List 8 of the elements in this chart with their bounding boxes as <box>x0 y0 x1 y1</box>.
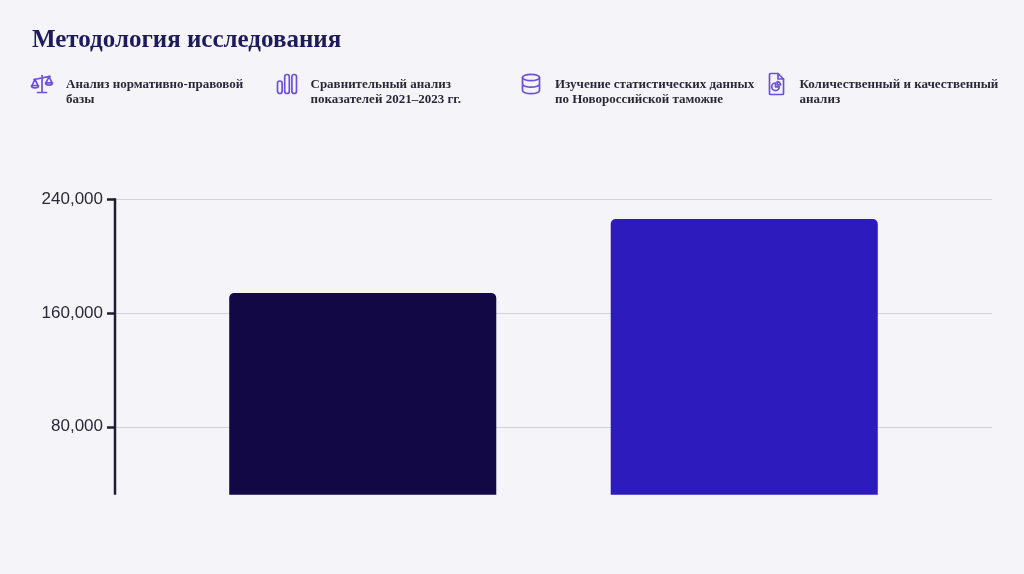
y-tick-label: 240,000 <box>41 188 103 208</box>
y-tick-label: 160,000 <box>41 302 103 322</box>
chart-title: Методология исследования <box>32 24 342 54</box>
text: Изучение статистических данных по Новороссийской таможне <box>555 76 756 106</box>
text: Анализ нормативно-правовой базы <box>66 76 245 106</box>
text: Сравнительный анализ показателей 2021–2023 гг. <box>310 76 462 106</box>
y-tick-label: 80,000 <box>51 416 103 436</box>
text: Количественный и качественный анализ <box>799 76 1000 106</box>
